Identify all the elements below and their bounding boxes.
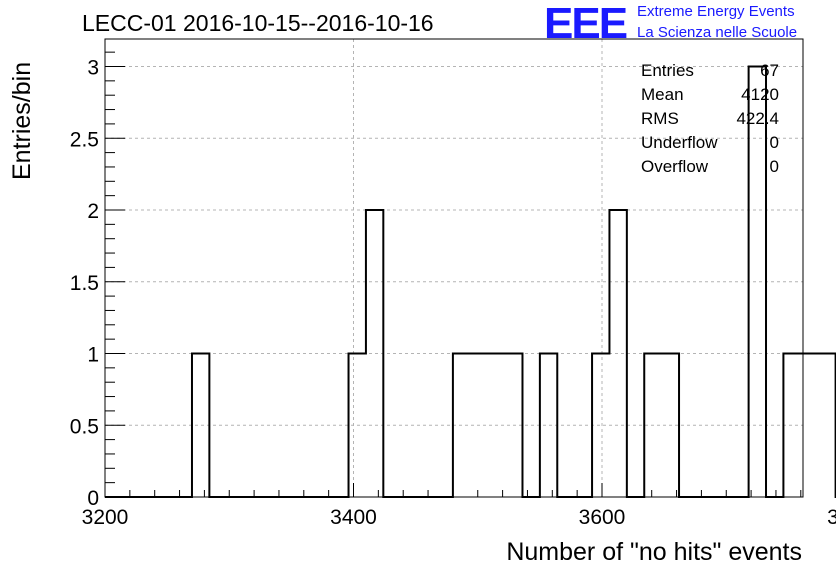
stats-box: Entries 67 Mean 4120 RMS 422.4 Underflow…: [641, 59, 779, 179]
x-tick-label: 3400: [330, 506, 377, 529]
histogram-bin: [453, 354, 470, 498]
logo-text-line1: Extreme Energy Events: [637, 3, 795, 20]
x-tick-label: 3200: [82, 506, 129, 529]
stat-entries: Entries 67: [641, 59, 779, 83]
y-tick-label: 1: [87, 344, 99, 367]
histogram-bin: [592, 354, 609, 498]
chart-title: LECC-01 2016-10-15--2016-10-16: [82, 10, 434, 36]
stat-underflow-label: Underflow: [641, 133, 718, 152]
y-tick-label: 3: [87, 57, 99, 80]
histogram-bin: [783, 354, 800, 498]
histogram-bin: [349, 354, 366, 498]
x-tick-label: 3800: [827, 506, 836, 529]
logo-text-line2: La Scienza nelle Scuole: [637, 24, 798, 41]
histogram-bin: [192, 354, 209, 498]
stat-entries-value: 67: [760, 61, 779, 80]
stat-mean-value: 4120: [741, 85, 779, 104]
stat-underflow-value: 0: [769, 133, 779, 152]
stat-rms-value: 422.4: [736, 109, 779, 128]
histogram-bin: [818, 354, 835, 498]
histogram-bin: [366, 210, 383, 497]
y-tick-label: 2.5: [70, 128, 99, 151]
y-tick-label: 2: [87, 200, 99, 223]
histogram-bin: [488, 354, 505, 498]
x-tick-label: 3600: [579, 506, 626, 529]
y-axis-label: Entries/bin: [8, 61, 36, 180]
stat-overflow: Overflow 0: [641, 155, 779, 179]
y-tick-label: 0.5: [70, 415, 99, 438]
histogram-bin: [609, 210, 626, 497]
stat-entries-label: Entries: [641, 61, 694, 80]
stat-mean-label: Mean: [641, 85, 684, 104]
eee-logo: EEE: [544, 0, 628, 48]
stat-rms-label: RMS: [641, 109, 679, 128]
stat-underflow: Underflow 0: [641, 131, 779, 155]
y-tick-label: 0: [87, 487, 99, 510]
plot-frame: [104, 38, 804, 498]
y-tick-label: 1.5: [70, 272, 99, 295]
histogram-series: [105, 65, 836, 498]
stat-overflow-value: 0: [769, 157, 779, 176]
stat-overflow-label: Overflow: [641, 157, 709, 176]
histogram-bin: [505, 354, 522, 498]
histogram-bin: [644, 354, 661, 498]
stat-mean: Mean 4120: [641, 83, 779, 107]
x-axis-label: Number of "no hits" events: [506, 538, 802, 566]
histogram-bin: [470, 354, 487, 498]
stat-rms: RMS 422.4: [641, 107, 779, 131]
histogram-bin: [540, 354, 557, 498]
histogram-bin: [662, 354, 679, 498]
